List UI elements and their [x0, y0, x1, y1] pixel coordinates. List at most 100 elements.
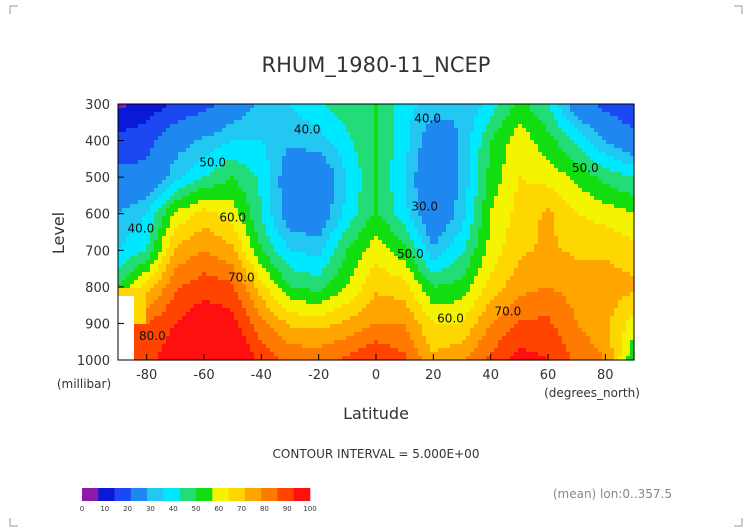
field-cell	[342, 260, 359, 265]
field-cell	[466, 312, 483, 317]
field-cell	[238, 272, 247, 277]
colorbar-tick-label: 60	[214, 505, 223, 513]
field-cell	[238, 256, 247, 261]
field-cell	[270, 236, 283, 241]
field-cell	[386, 220, 403, 225]
field-cell	[258, 276, 271, 281]
field-cell	[250, 236, 259, 241]
field-cell	[378, 180, 391, 185]
field-cell	[322, 232, 331, 237]
field-cell	[418, 268, 431, 273]
field-cell	[362, 256, 399, 261]
x-tick-label: 40	[482, 368, 499, 383]
field-cell	[558, 120, 571, 125]
field-cell	[162, 204, 171, 209]
field-cell	[178, 224, 235, 229]
field-cell	[258, 240, 271, 245]
field-cell	[394, 232, 411, 237]
field-cell	[246, 224, 255, 229]
field-cell	[478, 228, 491, 233]
field-cell	[622, 296, 635, 301]
field-cell	[406, 264, 419, 269]
field-cell	[622, 232, 635, 237]
field-cell	[438, 116, 475, 121]
field-cell	[602, 352, 615, 357]
field-cell	[610, 168, 635, 173]
field-cell	[246, 340, 263, 345]
field-cell	[150, 240, 155, 245]
field-cell	[306, 148, 339, 153]
field-cell	[158, 228, 167, 233]
field-cell	[414, 116, 435, 121]
field-cell	[462, 252, 475, 257]
y-tick-label: 900	[85, 317, 110, 332]
field-cell	[378, 104, 395, 109]
field-cell	[438, 284, 471, 289]
field-cell	[478, 164, 491, 169]
field-cell	[118, 212, 147, 217]
x-tick-label: 80	[597, 368, 614, 383]
field-cell	[486, 192, 499, 197]
field-cell	[394, 108, 415, 113]
field-cell	[238, 208, 251, 213]
field-cell	[274, 296, 291, 301]
field-cell	[170, 196, 183, 201]
field-cell	[342, 356, 407, 361]
field-cell	[418, 148, 459, 153]
field-cell	[290, 228, 323, 233]
field-cell	[158, 356, 255, 361]
field-cell	[170, 216, 191, 221]
field-cell	[602, 200, 635, 205]
field-cell	[166, 176, 183, 181]
field-cell	[270, 168, 283, 173]
field-cell	[470, 180, 479, 185]
field-cell	[146, 296, 159, 301]
field-cell	[134, 336, 167, 341]
field-cell	[414, 312, 427, 317]
field-cell	[226, 160, 239, 165]
field-cell	[350, 136, 375, 141]
field-cell	[410, 332, 423, 337]
field-cell	[358, 236, 375, 241]
field-cell	[258, 308, 271, 313]
field-cell	[458, 168, 471, 173]
field-cell	[558, 332, 587, 337]
field-cell	[394, 136, 411, 141]
field-cell	[170, 184, 187, 189]
field-cell	[342, 212, 359, 217]
field-cell	[190, 216, 227, 221]
field-cell	[402, 220, 415, 225]
field-cell	[430, 240, 439, 245]
field-cell	[614, 144, 635, 149]
field-cell	[394, 208, 411, 213]
field-cell	[502, 172, 567, 177]
field-cell	[406, 172, 415, 177]
field-cell	[162, 256, 171, 261]
field-cell	[250, 216, 263, 221]
field-cell	[458, 192, 467, 197]
field-cell	[374, 148, 379, 153]
field-cell	[250, 344, 267, 349]
field-cell	[162, 244, 171, 249]
field-cell	[170, 124, 227, 129]
field-cell	[250, 208, 263, 213]
field-cell	[502, 252, 527, 257]
field-cell	[622, 172, 635, 177]
field-cell	[462, 276, 475, 281]
field-cell	[270, 204, 283, 209]
field-cell	[362, 188, 375, 193]
field-cell	[594, 344, 611, 349]
field-cell	[338, 272, 355, 277]
field-cell	[358, 264, 375, 269]
field-cell	[118, 312, 135, 317]
field-cell	[166, 212, 175, 217]
field-cell	[458, 184, 471, 189]
field-cell	[306, 232, 323, 237]
field-cell	[262, 208, 271, 213]
field-cell	[378, 184, 391, 189]
field-cell	[346, 252, 363, 257]
field-cell	[554, 164, 583, 169]
field-cell	[390, 228, 407, 233]
field-cell	[618, 304, 635, 309]
field-cell	[506, 284, 635, 289]
